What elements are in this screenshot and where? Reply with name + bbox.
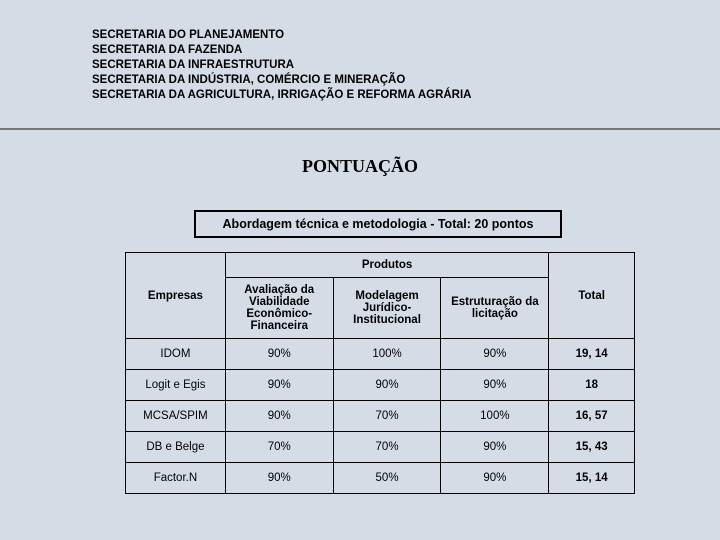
table-row: IDOM 90% 100% 90% 19, 14 bbox=[126, 339, 635, 370]
divider bbox=[0, 128, 720, 130]
cell-total: 16, 57 bbox=[549, 401, 635, 432]
col-header-empresas: Empresas bbox=[126, 253, 226, 339]
cell-total: 18 bbox=[549, 370, 635, 401]
subtitle-box: Abordagem técnica e metodologia - Total:… bbox=[194, 210, 562, 238]
header-line: SECRETARIA DA AGRICULTURA, IRRIGAÇÃO E R… bbox=[92, 88, 472, 103]
page-title: PONTUAÇÃO bbox=[0, 156, 720, 177]
cell: 100% bbox=[333, 339, 441, 370]
cell-total: 15, 43 bbox=[549, 432, 635, 463]
header-block: SECRETARIA DO PLANEJAMENTO SECRETARIA DA… bbox=[92, 28, 472, 103]
cell: 90% bbox=[225, 401, 333, 432]
col-header-prod-1: Modelagem Jurídico-Institucional bbox=[333, 278, 441, 339]
header-line: SECRETARIA DO PLANEJAMENTO bbox=[92, 28, 472, 43]
row-label: IDOM bbox=[126, 339, 226, 370]
cell: 50% bbox=[333, 463, 441, 494]
col-header-prod-0: Avaliação da Viabilidade Econômico-Finan… bbox=[225, 278, 333, 339]
cell: 90% bbox=[441, 370, 549, 401]
cell-total: 15, 14 bbox=[549, 463, 635, 494]
cell: 70% bbox=[333, 432, 441, 463]
cell: 90% bbox=[225, 339, 333, 370]
cell: 90% bbox=[441, 432, 549, 463]
cell: 70% bbox=[225, 432, 333, 463]
row-label: Factor.N bbox=[126, 463, 226, 494]
row-label: Logit e Egis bbox=[126, 370, 226, 401]
cell: 90% bbox=[441, 339, 549, 370]
header-line: SECRETARIA DA INFRAESTRUTURA bbox=[92, 58, 472, 73]
col-group-produtos: Produtos bbox=[225, 253, 548, 278]
col-header-total: Total bbox=[549, 253, 635, 339]
table-row: DB e Belge 70% 70% 90% 15, 43 bbox=[126, 432, 635, 463]
cell: 90% bbox=[225, 370, 333, 401]
table-row: Logit e Egis 90% 90% 90% 18 bbox=[126, 370, 635, 401]
row-label: DB e Belge bbox=[126, 432, 226, 463]
cell: 90% bbox=[225, 463, 333, 494]
table-row: MCSA/SPIM 90% 70% 100% 16, 57 bbox=[126, 401, 635, 432]
row-label: MCSA/SPIM bbox=[126, 401, 226, 432]
header-line: SECRETARIA DA FAZENDA bbox=[92, 43, 472, 58]
scoring-table: Empresas Produtos Total Avaliação da Via… bbox=[125, 252, 635, 494]
cell: 70% bbox=[333, 401, 441, 432]
cell-total: 19, 14 bbox=[549, 339, 635, 370]
cell: 90% bbox=[333, 370, 441, 401]
table-row: Factor.N 90% 50% 90% 15, 14 bbox=[126, 463, 635, 494]
cell: 100% bbox=[441, 401, 549, 432]
col-header-prod-2: Estruturação da licitação bbox=[441, 278, 549, 339]
header-line: SECRETARIA DA INDÚSTRIA, COMÉRCIO E MINE… bbox=[92, 73, 472, 88]
cell: 90% bbox=[441, 463, 549, 494]
